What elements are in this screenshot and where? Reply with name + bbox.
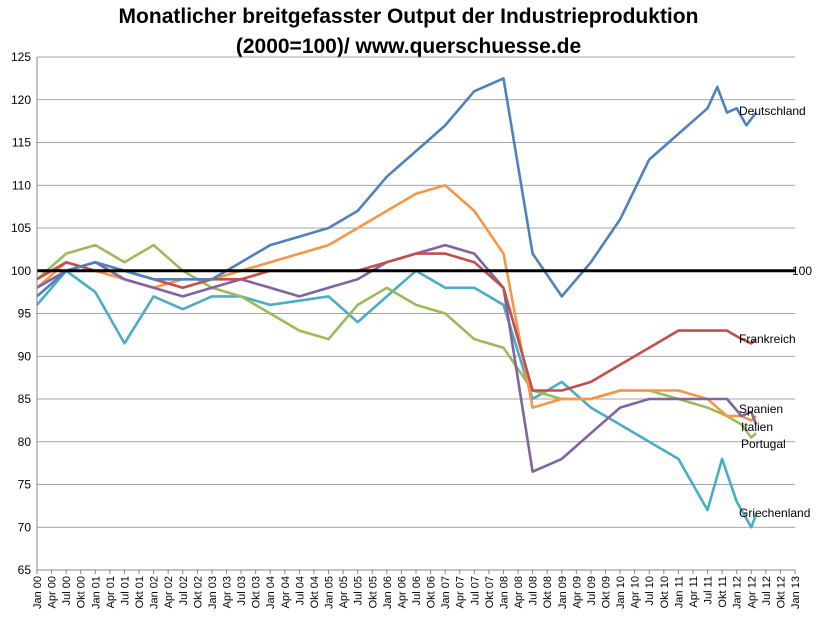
- x-tick-label: Jan 06: [382, 576, 394, 609]
- y-tick-label: 70: [18, 520, 32, 534]
- x-tick-label: Apr 11: [688, 576, 700, 608]
- x-tick-label: Apr 02: [163, 576, 175, 608]
- y-tick-label: 85: [18, 392, 32, 406]
- series-line-spanien: [36, 243, 758, 473]
- series-label-frankreich: Frankreich: [739, 332, 796, 346]
- series-label-spanien: Spanien: [739, 402, 783, 416]
- reference-line-label: 100: [792, 264, 812, 278]
- x-tick-label: Jul 00: [61, 576, 73, 605]
- x-tick-label: Jan 02: [149, 576, 161, 609]
- series-line-italien: [36, 184, 757, 422]
- x-tick-label: Jan 08: [498, 576, 510, 609]
- series-line-deutschland: [36, 77, 758, 298]
- x-tick-label: Okt 11: [717, 576, 729, 608]
- x-tick-label: Jul 07: [469, 576, 481, 605]
- series-line-frankreich: [36, 252, 757, 392]
- series-line-portugal: [36, 243, 757, 439]
- series-label-deutschland: Deutschland: [739, 104, 806, 118]
- x-tick-label: Okt 04: [309, 576, 321, 608]
- x-tick-label: Jan 09: [557, 576, 569, 609]
- series-label-italien: Italien: [741, 420, 773, 434]
- series-lines: [36, 77, 758, 529]
- y-tick-label: 125: [11, 50, 31, 64]
- x-tick-label: Apr 08: [513, 576, 525, 608]
- chart-subtitle: (2000=100)/ www.querschuesse.de: [235, 35, 582, 58]
- x-tick-label: Jan 13: [790, 576, 802, 609]
- x-tick-label: Jul 12: [761, 576, 773, 605]
- y-tick-label: 75: [18, 478, 32, 492]
- series-labels: Deutschland Frankreich Spanien Italien Portu…: [739, 104, 810, 520]
- x-tick-label: Jul 09: [586, 576, 598, 605]
- reference-line-100: 100: [37, 264, 812, 278]
- series-label-griechenland: Griechenland: [739, 506, 810, 520]
- series-label-portugal: Portugal: [741, 437, 786, 451]
- x-tick-label: Jul 10: [644, 576, 656, 605]
- x-tick-label: Jul 01: [119, 576, 131, 605]
- x-tick-label: Apr 01: [105, 576, 117, 608]
- x-tick-label: Okt 09: [601, 576, 613, 608]
- x-tick-label: Apr 05: [338, 576, 350, 608]
- x-tick-label: Okt 08: [542, 576, 554, 608]
- series-line-griechenland: [36, 269, 758, 529]
- x-tick-label: Jul 11: [703, 576, 715, 605]
- y-tick-label: 95: [18, 307, 32, 321]
- x-tick-label: Jan 01: [90, 576, 102, 609]
- y-tick-label: 120: [11, 93, 31, 107]
- x-tick-label: Okt 05: [367, 576, 379, 608]
- x-tick-label: Jan 05: [324, 576, 336, 609]
- y-tick-label: 105: [11, 221, 31, 235]
- x-tick-label: Jul 08: [528, 576, 540, 605]
- x-tick-label: Apr 10: [630, 576, 642, 608]
- y-tick-label: 110: [12, 178, 31, 192]
- x-tick-label: Jul 03: [236, 576, 248, 605]
- x-tick-label: Okt 03: [251, 576, 263, 608]
- x-tick-label: Okt 10: [659, 576, 671, 608]
- y-tick-label: 90: [18, 349, 32, 363]
- x-tick-label: Jan 00: [32, 576, 44, 609]
- x-tick-label: Jan 04: [265, 576, 277, 609]
- x-tick-label: Okt 02: [192, 576, 204, 608]
- x-tick-label: Okt 12: [775, 576, 787, 608]
- x-tick-label: Jul 05: [353, 576, 365, 605]
- y-tick-label: 115: [12, 136, 31, 150]
- x-tick-label: Okt 06: [426, 576, 438, 608]
- y-tick-label: 80: [18, 435, 32, 449]
- x-axis: Jan 00 Apr 00 Jul 00 Okt 00 Jan 01 Apr 01 Jul …: [32, 569, 802, 609]
- x-tick-label: Okt 00: [76, 576, 88, 608]
- x-tick-label: Okt 07: [484, 576, 496, 608]
- x-tick-label: Apr 12: [746, 576, 758, 608]
- x-tick-label: Jul 02: [178, 576, 190, 605]
- y-tick-label: 65: [18, 563, 32, 577]
- x-tick-label: Jan 03: [207, 576, 219, 609]
- x-tick-label: Apr 06: [396, 576, 408, 608]
- x-tick-label: Jan 11: [673, 576, 685, 608]
- x-tick-label: Apr 09: [571, 576, 583, 608]
- x-tick-label: Jul 06: [411, 576, 423, 605]
- y-axis: 65 70 75 80 85 90 95 100 105 110 115 120 125: [11, 50, 38, 577]
- gridlines: [37, 56, 795, 571]
- x-tick-label: Jan 07: [440, 576, 452, 609]
- x-tick-label: Jan 12: [732, 576, 744, 609]
- y-tick-label: 100: [11, 264, 31, 278]
- x-tick-label: Apr 07: [455, 576, 467, 608]
- x-tick-label: Jan 10: [615, 576, 627, 609]
- x-tick-label: Jul 04: [294, 576, 306, 605]
- x-tick-label: Apr 04: [280, 576, 292, 608]
- x-tick-label: Apr 03: [222, 576, 234, 608]
- chart-title: Monatlicher breitgefasster Output der In…: [118, 5, 699, 28]
- x-tick-label: Apr 00: [47, 576, 59, 608]
- x-tick-label: Okt 01: [134, 576, 146, 608]
